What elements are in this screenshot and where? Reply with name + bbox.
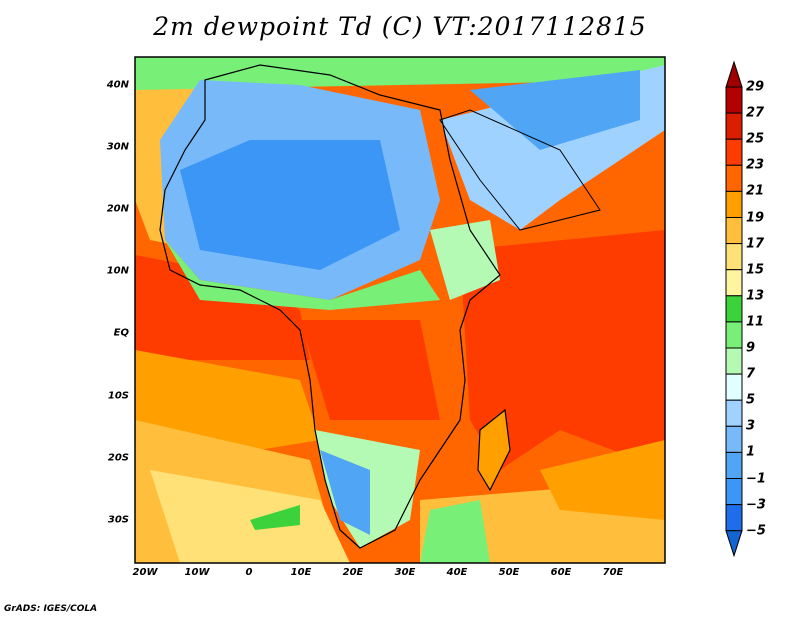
lon-label: 20W — [132, 567, 158, 578]
colorbar-band — [725, 217, 743, 245]
lon-label: 20E — [342, 567, 364, 578]
colorbar — [725, 60, 743, 558]
colorbar-label: 19 — [746, 210, 765, 225]
colorbar-label: 3 — [746, 418, 756, 434]
lon-label: 30E — [394, 567, 416, 578]
colorbar-band — [725, 451, 743, 479]
colorbar-label: 9 — [746, 340, 756, 356]
colorbar-label: 29 — [746, 79, 765, 95]
lat-label: 20S — [107, 452, 129, 464]
lat-label: 20N — [106, 203, 129, 215]
colorbar-band — [725, 112, 743, 140]
colorbar-label: −3 — [746, 497, 766, 513]
lon-label: 10W — [184, 567, 210, 578]
lat-label: 10N — [106, 265, 129, 277]
colorbar-label: 7 — [746, 366, 756, 382]
colorbar-label: 25 — [746, 131, 765, 147]
lon-label: 40E — [446, 567, 468, 578]
colorbar-band — [725, 321, 743, 349]
lat-label: 30N — [106, 141, 129, 153]
colorbar-label: 27 — [746, 105, 765, 121]
colorbar-band — [725, 399, 743, 427]
colorbar-label: 17 — [746, 236, 765, 252]
colorbar-band — [725, 269, 743, 297]
lat-label: 40N — [106, 79, 129, 91]
colorbar-band — [725, 373, 743, 401]
colorbar-band — [725, 138, 743, 166]
colorbar-band — [725, 295, 743, 323]
lat-label: 10S — [107, 390, 129, 402]
lon-label: 60E — [550, 567, 572, 578]
map-frame — [134, 56, 666, 564]
colorbar-label: 5 — [746, 392, 756, 408]
lon-label: 70E — [602, 567, 624, 578]
colorbar-label: 13 — [746, 288, 765, 304]
lon-label: 10E — [290, 567, 312, 578]
lat-label: 30S — [107, 514, 129, 526]
colorbar-label: 11 — [746, 314, 765, 330]
colorbar-under-triangle — [725, 530, 743, 558]
credit-text: GrADS: IGES/COLA — [4, 604, 98, 614]
colorbar-label: 23 — [746, 157, 765, 173]
map-field — [135, 57, 665, 563]
coastline — [159, 64, 501, 549]
colorbar-band — [725, 504, 743, 532]
colorbar-band — [725, 86, 743, 114]
colorbar-label: 15 — [746, 262, 765, 278]
colorbar-over-triangle — [725, 60, 743, 88]
lon-label: 50E — [498, 567, 520, 578]
colorbar-band — [725, 478, 743, 506]
lon-label: 0 — [245, 567, 253, 578]
colorbar-band — [725, 425, 743, 453]
colorbar-band — [725, 243, 743, 271]
colorbar-label: 1 — [746, 444, 756, 460]
map-title: 2m dewpoint Td (C) VT:2017112815 — [153, 12, 647, 41]
colorbar-band — [725, 347, 743, 375]
colorbar-label: −5 — [746, 523, 766, 539]
colorbar-band — [725, 164, 743, 192]
colorbar-band — [725, 190, 743, 218]
lat-label: EQ — [113, 327, 129, 339]
colorbar-label: 21 — [746, 183, 765, 199]
colorbar-label: −1 — [746, 471, 766, 486]
